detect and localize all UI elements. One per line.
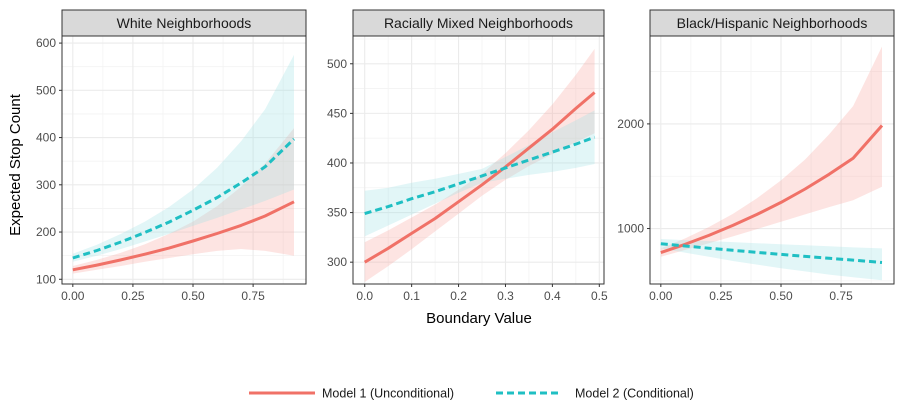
model1-confidence-band xyxy=(72,128,294,274)
x-tick-label: 0.4 xyxy=(544,289,561,303)
y-tick-label: 2000 xyxy=(617,117,644,131)
panel-strip xyxy=(61,9,307,37)
x-tick-label: 0.25 xyxy=(709,289,733,303)
model1-line xyxy=(363,91,596,264)
model2-line xyxy=(72,137,296,260)
x-tick-label: 0.50 xyxy=(769,289,793,303)
model2-line xyxy=(364,135,596,216)
panel-title: Black/Hispanic Neighborhoods xyxy=(677,15,868,31)
panel-border xyxy=(61,35,307,285)
panel-border xyxy=(649,35,895,285)
panels: White Neighborhoods 0.00 0.25 0.50 0.75 100 20… xyxy=(36,9,895,303)
panel-2: Racially Mixed Neighborhoods 0.0 0.1 0.2 0.3… xyxy=(327,9,608,303)
x-tick-label: 0.00 xyxy=(649,289,673,303)
y-tick-label: 1000 xyxy=(617,222,644,236)
panel-title: White Neighborhoods xyxy=(117,15,252,31)
y-tick-label: 450 xyxy=(327,106,347,120)
x-tick-label: 0.2 xyxy=(450,289,467,303)
x-tick-label: 0.75 xyxy=(829,289,853,303)
y-tick-label: 500 xyxy=(36,83,56,97)
x-tick-label: 0.50 xyxy=(181,289,205,303)
panel-strip xyxy=(649,9,895,37)
model2-line xyxy=(660,242,883,264)
panel-3: Black/Hispanic Neighborhoods 0.00 0.25 0.50… xyxy=(617,9,895,303)
x-tick-label: 0.1 xyxy=(403,289,420,303)
panel-border xyxy=(352,35,605,285)
y-tick-label: 400 xyxy=(36,131,56,145)
y-axis-title: Expected Stop Count xyxy=(7,93,24,236)
legend-label-model1: Model 1 (Unconditional) xyxy=(322,387,454,401)
y-tick-label: 200 xyxy=(36,225,56,239)
x-tick-label: 0.75 xyxy=(241,289,265,303)
y-tick-label: 300 xyxy=(36,178,56,192)
model1-line xyxy=(660,124,884,255)
legend: Model 1 (Unconditional) Model 2 (Conditi… xyxy=(249,387,694,401)
x-axis-title: Boundary Value xyxy=(426,310,532,327)
gridlines xyxy=(62,36,306,284)
x-tick-label: 0.25 xyxy=(121,289,145,303)
x-tick-label: 0.5 xyxy=(591,289,608,303)
x-tick-label: 0.0 xyxy=(356,289,373,303)
y-tick-label: 100 xyxy=(36,272,56,286)
model1-line xyxy=(72,200,295,272)
y-tick-label: 350 xyxy=(327,206,347,220)
panel-title: Racially Mixed Neighborhoods xyxy=(384,15,573,31)
y-tick-label: 300 xyxy=(327,255,347,269)
panel-1: White Neighborhoods 0.00 0.25 0.50 0.75 100 20… xyxy=(36,9,307,303)
y-tick-label: 600 xyxy=(36,36,56,50)
model2-confidence-band xyxy=(72,54,294,262)
gridlines xyxy=(353,36,604,284)
model1-confidence-band xyxy=(364,48,595,283)
y-tick-label: 400 xyxy=(327,156,347,170)
x-tick-label: 0.3 xyxy=(497,289,514,303)
x-tick-label: 0.00 xyxy=(61,289,85,303)
legend-label-model2: Model 2 (Conditional) xyxy=(575,387,694,401)
y-tick-label: 500 xyxy=(327,57,347,71)
model1-confidence-band xyxy=(660,46,882,257)
